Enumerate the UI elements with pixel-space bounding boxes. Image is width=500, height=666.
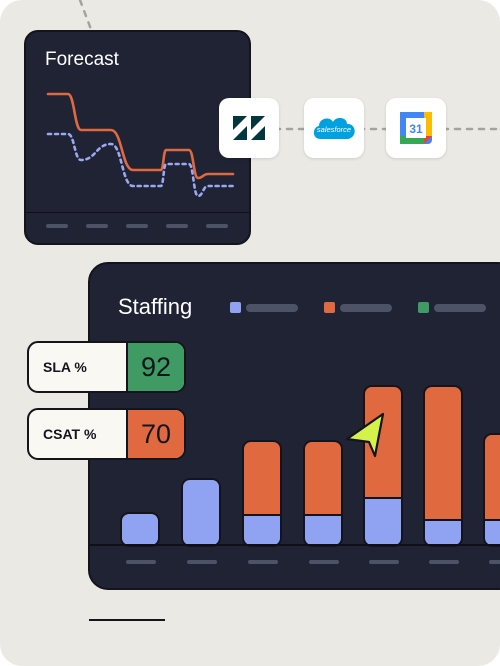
bar-segment-blue [122,514,158,545]
bar-segment-blue [183,480,219,545]
legend-swatch-green [418,302,429,313]
google-calendar-app[interactable]: 31 [386,98,446,158]
forecast-tick-5 [206,224,228,228]
kpi-sla-label: SLA % [43,359,87,375]
kpi-sla: SLA % 92 [27,341,186,393]
zendesk-mark-3 [251,116,265,130]
staffing-tick-4 [309,560,339,564]
legend-swatch-orange [324,302,335,313]
kpi-csat: CSAT % 70 [27,408,186,460]
calendar-day: 31 [409,122,423,136]
zendesk-mark-2 [233,126,247,140]
legend-swatch-blue [230,302,241,313]
bar-segment-orange [425,387,461,519]
actual-line [46,92,235,180]
staffing-tick-2 [187,560,217,564]
pointer-cursor-icon [345,412,385,458]
forecast-tick-4 [166,224,188,228]
decorative-underline [89,619,165,621]
kpi-csat-label: CSAT % [43,426,97,442]
staffing-bar-2 [181,478,221,547]
staffing-tick-1 [126,560,156,564]
bar-segment-blue [305,514,341,545]
google-calendar-icon: 31 [400,112,432,144]
staffing-axis [90,544,500,546]
salesforce-app[interactable]: salesforce [304,98,364,158]
forecast-line-chart [46,92,235,198]
staffing-tick-6 [429,560,459,564]
forecast-axis [26,212,249,213]
forecast-line [46,132,235,198]
staffing-bar-1 [120,512,160,547]
bar-segment-orange [485,435,500,519]
salesforce-icon: salesforce [313,118,355,139]
staffing-title: Staffing [118,294,193,319]
bar-segment-blue [244,514,280,545]
zendesk-mark-1 [233,116,247,130]
staffing-bar-5 [363,385,403,547]
zendesk-mark-4 [251,126,265,140]
staffing-bar-6 [423,385,463,547]
staffing-tick-3 [248,560,278,564]
staffing-tick-5 [369,560,399,564]
legend-label-orange [340,304,392,312]
forecast-tick-2 [86,224,108,228]
forecast-card: Forecast [24,30,251,245]
bar-segment-blue [485,519,500,545]
staffing-bar-7 [483,433,500,547]
zendesk-icon [233,116,265,140]
legend-label-blue [246,304,298,312]
bar-segment-orange [244,442,280,514]
bar-segment-blue [365,497,401,545]
forecast-tick-1 [46,224,68,228]
legend-label-green [434,304,486,312]
zendesk-app[interactable] [219,98,279,158]
staffing-bar-4 [303,440,343,547]
staffing-bar-3 [242,440,282,547]
forecast-tick-3 [126,224,148,228]
staffing-tick-7 [489,560,500,564]
bar-segment-orange [305,442,341,514]
forecast-title: Forecast [45,49,119,70]
kpi-csat-value: 70 [126,410,184,458]
kpi-sla-value: 92 [126,343,184,391]
bar-segment-blue [425,519,461,545]
salesforce-logo-text: salesforce [317,125,351,134]
